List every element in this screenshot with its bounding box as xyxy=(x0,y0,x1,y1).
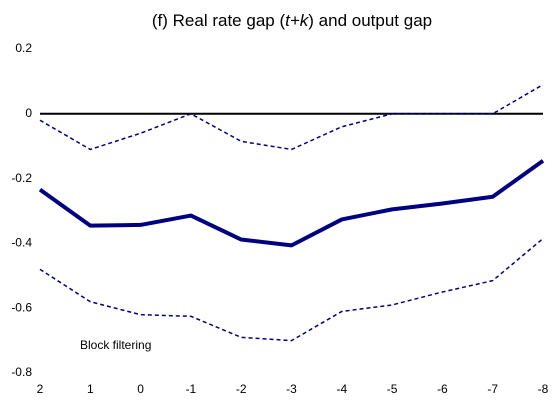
x-tick-label: -4 xyxy=(336,382,347,396)
series-line xyxy=(39,237,544,342)
series-line xyxy=(38,159,545,248)
x-tick-label: -8 xyxy=(538,382,549,396)
y-tick-label: -0.2 xyxy=(11,171,32,185)
annotation: Block filtering xyxy=(80,338,151,352)
x-tick-label: -6 xyxy=(437,382,448,396)
y-tick-label: 0.2 xyxy=(15,41,32,55)
y-tick-label: 0 xyxy=(25,106,32,120)
y-tick-label: -0.6 xyxy=(11,300,32,314)
x-tick-label: -1 xyxy=(186,382,197,396)
y-tick-label: -0.8 xyxy=(11,365,32,379)
x-tick-label: -3 xyxy=(286,382,297,396)
x-tick-label: -5 xyxy=(387,382,398,396)
x-tick-label: -7 xyxy=(487,382,498,396)
title-part: ) and output gap xyxy=(308,11,432,30)
x-tick-label: 1 xyxy=(87,382,94,396)
chart-title: (f) Real rate gap (t+k) and output gap xyxy=(152,11,432,30)
series-line xyxy=(39,83,544,151)
title-part: t+k xyxy=(285,11,310,30)
x-tick-label: 2 xyxy=(37,382,44,396)
title-part: (f) Real rate gap ( xyxy=(152,11,286,30)
x-tick-label: 0 xyxy=(137,382,144,396)
y-tick-label: -0.4 xyxy=(11,236,32,250)
x-tick-label: -2 xyxy=(236,382,247,396)
